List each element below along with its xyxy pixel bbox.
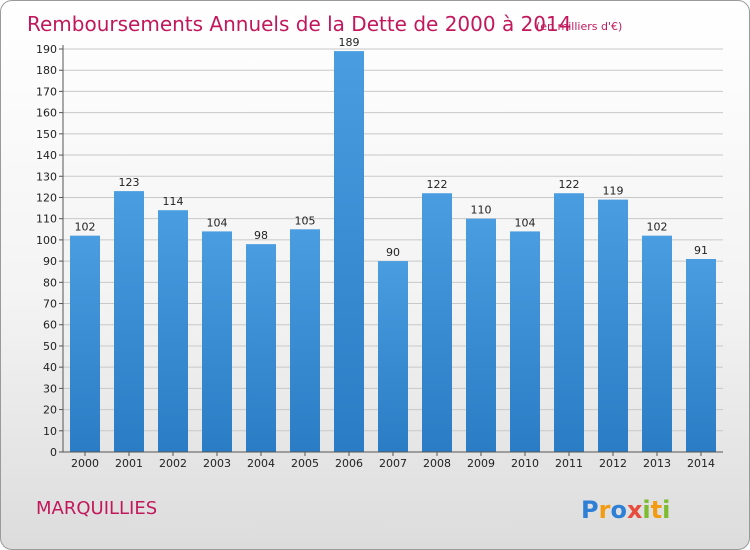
chart-unit: (en milliers d'€) (536, 20, 622, 33)
y-tick-label: 50 (43, 340, 57, 353)
x-tick-label-2001: 2001 (115, 457, 143, 470)
y-tick-label: 40 (43, 361, 57, 374)
y-tick-label: 160 (36, 107, 57, 120)
bar-2011 (554, 193, 584, 453)
bar-2004 (246, 244, 276, 452)
data-label-2014: 91 (694, 244, 708, 257)
bar-2002 (158, 210, 188, 452)
y-tick-label: 180 (36, 64, 57, 77)
y-tick-label: 20 (43, 404, 57, 417)
y-tick-label: 10 (43, 425, 57, 438)
logo-letter: r (599, 496, 611, 524)
x-tick-label-2011: 2011 (555, 457, 583, 470)
y-tick-label: 70 (43, 298, 57, 311)
bar-2008 (422, 193, 452, 453)
bar-2009 (466, 218, 496, 452)
bar-2012 (598, 199, 628, 452)
logo-letter: i (642, 496, 650, 524)
data-label-2001: 123 (119, 176, 140, 189)
y-tick-label: 110 (36, 213, 57, 226)
x-tick-label-2012: 2012 (599, 457, 627, 470)
x-tick-label-2010: 2010 (511, 457, 539, 470)
bar-2010 (510, 231, 540, 452)
y-tick-label: 90 (43, 255, 57, 268)
y-tick-label: 100 (36, 234, 57, 247)
data-label-2013: 102 (647, 221, 668, 234)
x-tick-label-2009: 2009 (467, 457, 495, 470)
x-tick-label-2007: 2007 (379, 457, 407, 470)
data-label-2009: 110 (471, 204, 492, 217)
data-label-2010: 104 (515, 216, 536, 229)
y-tick-label: 120 (36, 191, 57, 204)
bar-2001 (114, 191, 144, 452)
data-label-2004: 98 (254, 229, 268, 242)
logo-letter: P (581, 496, 599, 524)
y-tick-label: 150 (36, 128, 57, 141)
axes: 0 10 20 30 40 50 60 70 80 90 100 110 120 130 140 150 160… (36, 43, 723, 470)
logo-letter: t (651, 496, 662, 524)
data-label-2012: 119 (603, 185, 624, 198)
data-label-2006: 189 (339, 36, 360, 49)
x-tick-label-2000: 2000 (71, 457, 99, 470)
data-label-2003: 104 (207, 216, 228, 229)
chart-title: Remboursements Annuels de la Dette de 20… (27, 12, 571, 36)
x-tick-label-2005: 2005 (291, 457, 319, 470)
y-tick-label: 60 (43, 319, 57, 332)
data-label-2008: 122 (427, 178, 448, 191)
bars: 102 123 114 104 98 105 189 90 122 110 104 122 119 102… (70, 36, 716, 453)
logo-letter: x (627, 496, 643, 524)
y-tick-label: 0 (50, 446, 57, 459)
bar-2014 (686, 258, 716, 452)
y-tick-label: 170 (36, 85, 57, 98)
y-tick-label: 190 (36, 43, 57, 56)
data-label-2002: 114 (163, 195, 184, 208)
y-tick-label: 80 (43, 276, 57, 289)
x-tick-label-2003: 2003 (203, 457, 231, 470)
bar-2000 (70, 235, 100, 452)
data-label-2007: 90 (386, 246, 400, 259)
bar-2006 (334, 51, 364, 452)
bar-2013 (642, 235, 672, 452)
bar-2003 (202, 231, 232, 452)
data-label-2011: 122 (559, 178, 580, 191)
y-tick-label: 130 (36, 170, 57, 183)
x-tick-label-2014: 2014 (687, 457, 715, 470)
y-tick-label: 140 (36, 149, 57, 162)
data-label-2005: 105 (295, 214, 316, 227)
logo-letter: i (662, 496, 670, 524)
x-tick-label-2006: 2006 (335, 457, 363, 470)
data-label-2000: 102 (75, 221, 96, 234)
x-tick-label-2008: 2008 (423, 457, 451, 470)
x-tick-label-2013: 2013 (643, 457, 671, 470)
x-tick-label-2002: 2002 (159, 457, 187, 470)
x-tick-label-2004: 2004 (247, 457, 275, 470)
bar-2005 (290, 229, 320, 452)
bar-2007 (378, 261, 408, 452)
y-tick-label: 30 (43, 382, 57, 395)
city-name: MARQUILLIES (36, 498, 157, 519)
logo-letter: o (610, 496, 627, 524)
proxiti-logo: Proxiti (581, 496, 670, 524)
